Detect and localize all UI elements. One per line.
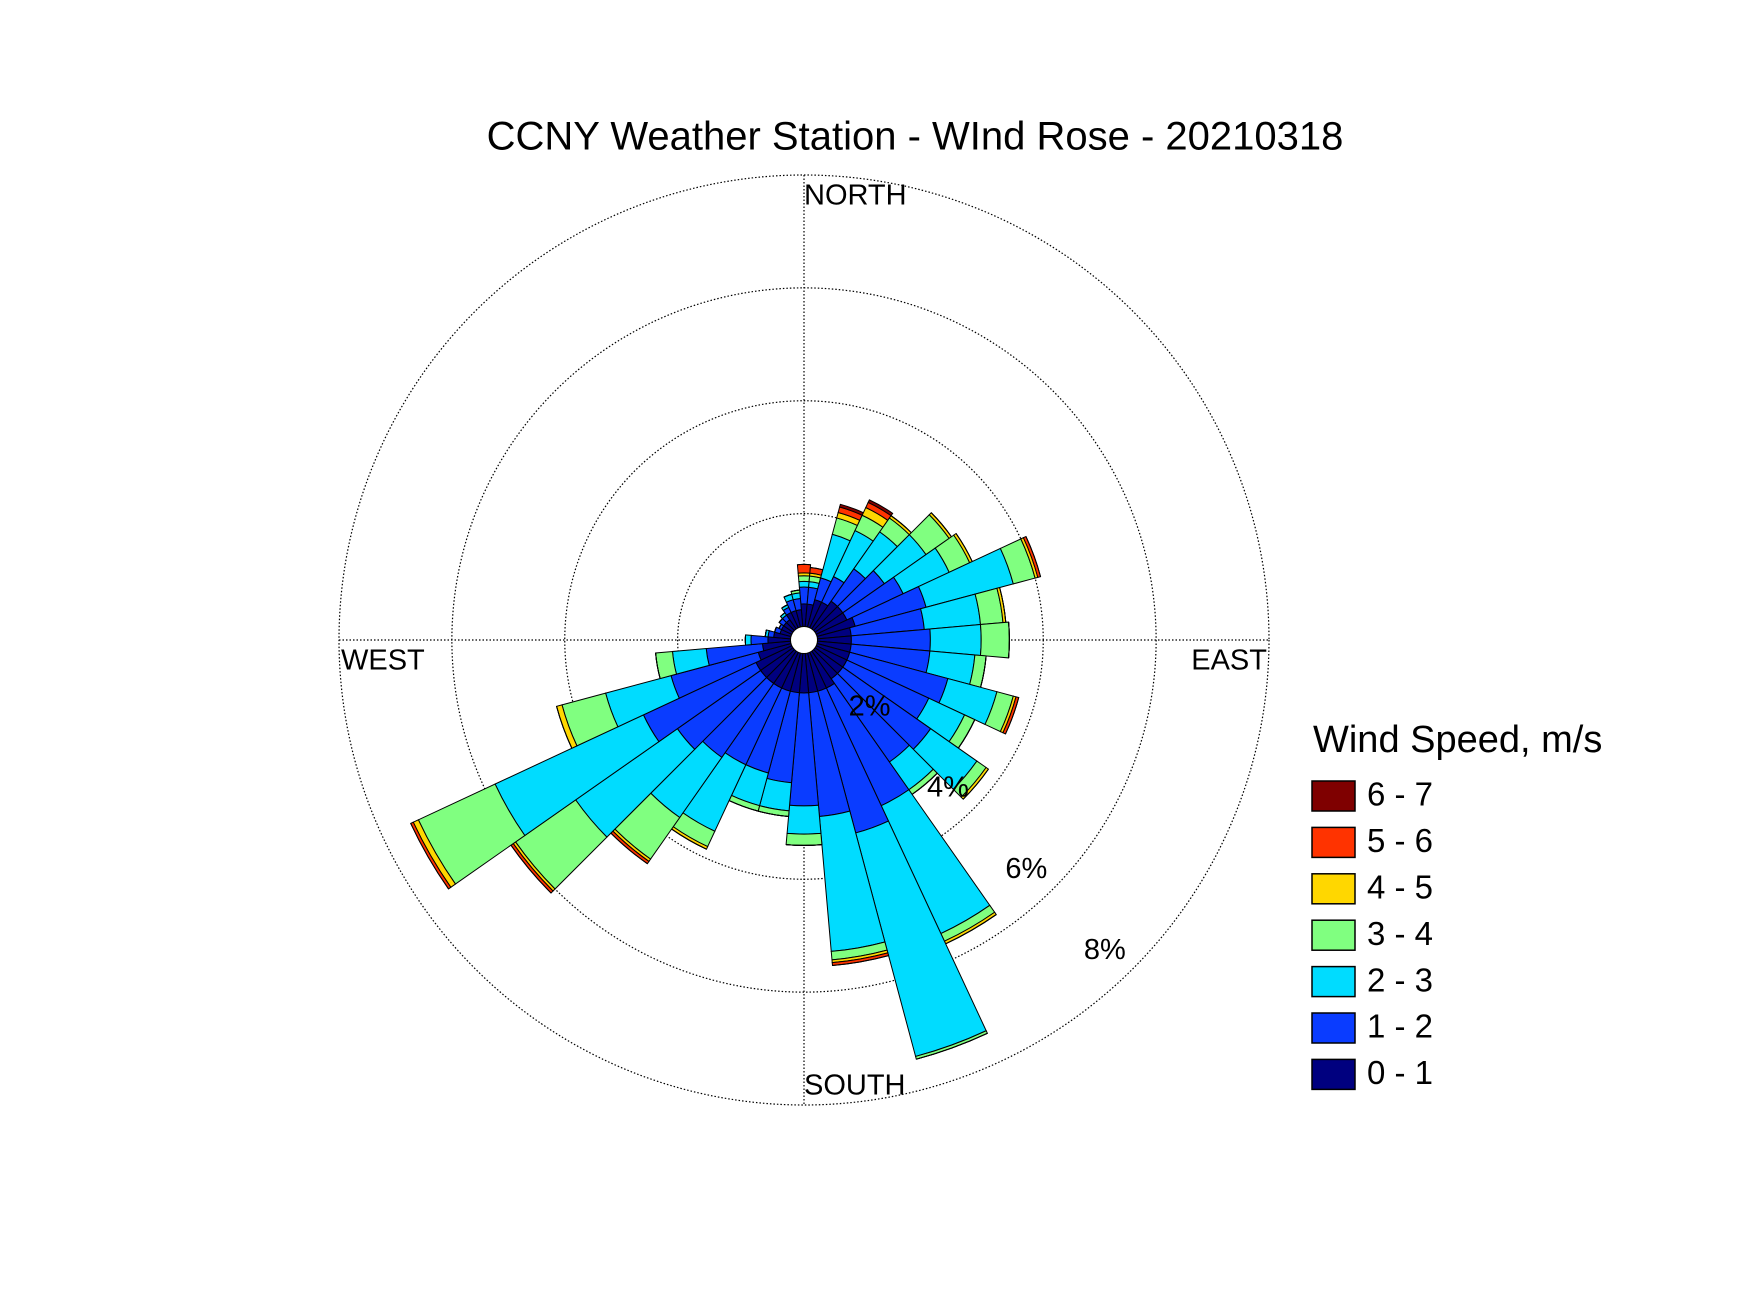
r-tick-label: 6% bbox=[1005, 853, 1047, 885]
wedge bbox=[1005, 697, 1020, 735]
direction-label: EAST bbox=[1191, 645, 1267, 677]
r-tick-label: 8% bbox=[1084, 934, 1126, 966]
legend-swatch bbox=[1311, 826, 1356, 859]
legend-label: 5 - 6 bbox=[1367, 822, 1433, 859]
wedge bbox=[962, 768, 989, 800]
wedge bbox=[916, 1032, 988, 1060]
direction-label: SOUTH bbox=[804, 1070, 906, 1102]
chart-title: CCNY Weather Station - WInd Rose - 20210… bbox=[487, 115, 1344, 159]
wedge bbox=[655, 652, 661, 679]
legend-swatch bbox=[1311, 780, 1356, 812]
wedge bbox=[790, 589, 800, 593]
legend-label: 3 - 4 bbox=[1367, 915, 1433, 952]
wedge bbox=[1008, 622, 1010, 658]
wedge bbox=[797, 575, 811, 583]
wedge bbox=[785, 832, 823, 846]
legend-swatch bbox=[1311, 965, 1356, 998]
wedge bbox=[786, 804, 822, 835]
legend-label: 0 - 1 bbox=[1367, 1054, 1433, 1091]
legend-title: Wind Speed, m/s bbox=[1313, 719, 1602, 761]
wedge bbox=[556, 706, 573, 749]
r-tick-label: 4% bbox=[927, 772, 969, 804]
wedge bbox=[796, 563, 812, 574]
legend-label: 4 - 5 bbox=[1367, 869, 1433, 906]
wedge bbox=[744, 634, 752, 646]
center-hole bbox=[790, 626, 818, 654]
legend-label: 2 - 3 bbox=[1367, 961, 1433, 998]
legend-swatch bbox=[1311, 1012, 1356, 1044]
wedge bbox=[979, 621, 1010, 659]
direction-label: WEST bbox=[341, 645, 425, 677]
wedge bbox=[764, 629, 767, 637]
legend-swatch bbox=[1311, 919, 1356, 951]
r-tick-label: 2% bbox=[849, 691, 891, 723]
direction-label: NORTH bbox=[804, 180, 907, 212]
wedge bbox=[798, 580, 810, 588]
wedge bbox=[867, 499, 894, 517]
wedge bbox=[929, 624, 982, 656]
legend-label: 1 - 2 bbox=[1367, 1008, 1433, 1045]
legend-swatch bbox=[1311, 1058, 1356, 1091]
grid-ring bbox=[451, 287, 1157, 993]
legend-label: 6 - 7 bbox=[1367, 776, 1433, 813]
legend-swatch bbox=[1311, 873, 1356, 905]
